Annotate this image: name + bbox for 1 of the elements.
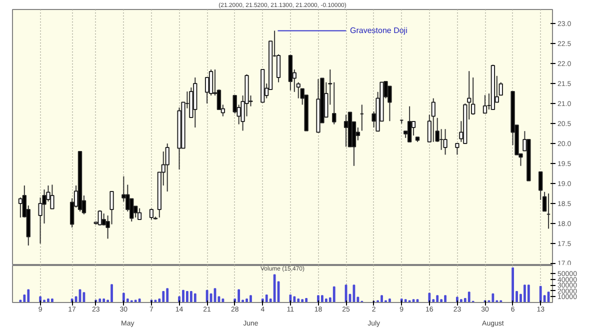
annotation: Gravestone Doji — [350, 26, 408, 36]
